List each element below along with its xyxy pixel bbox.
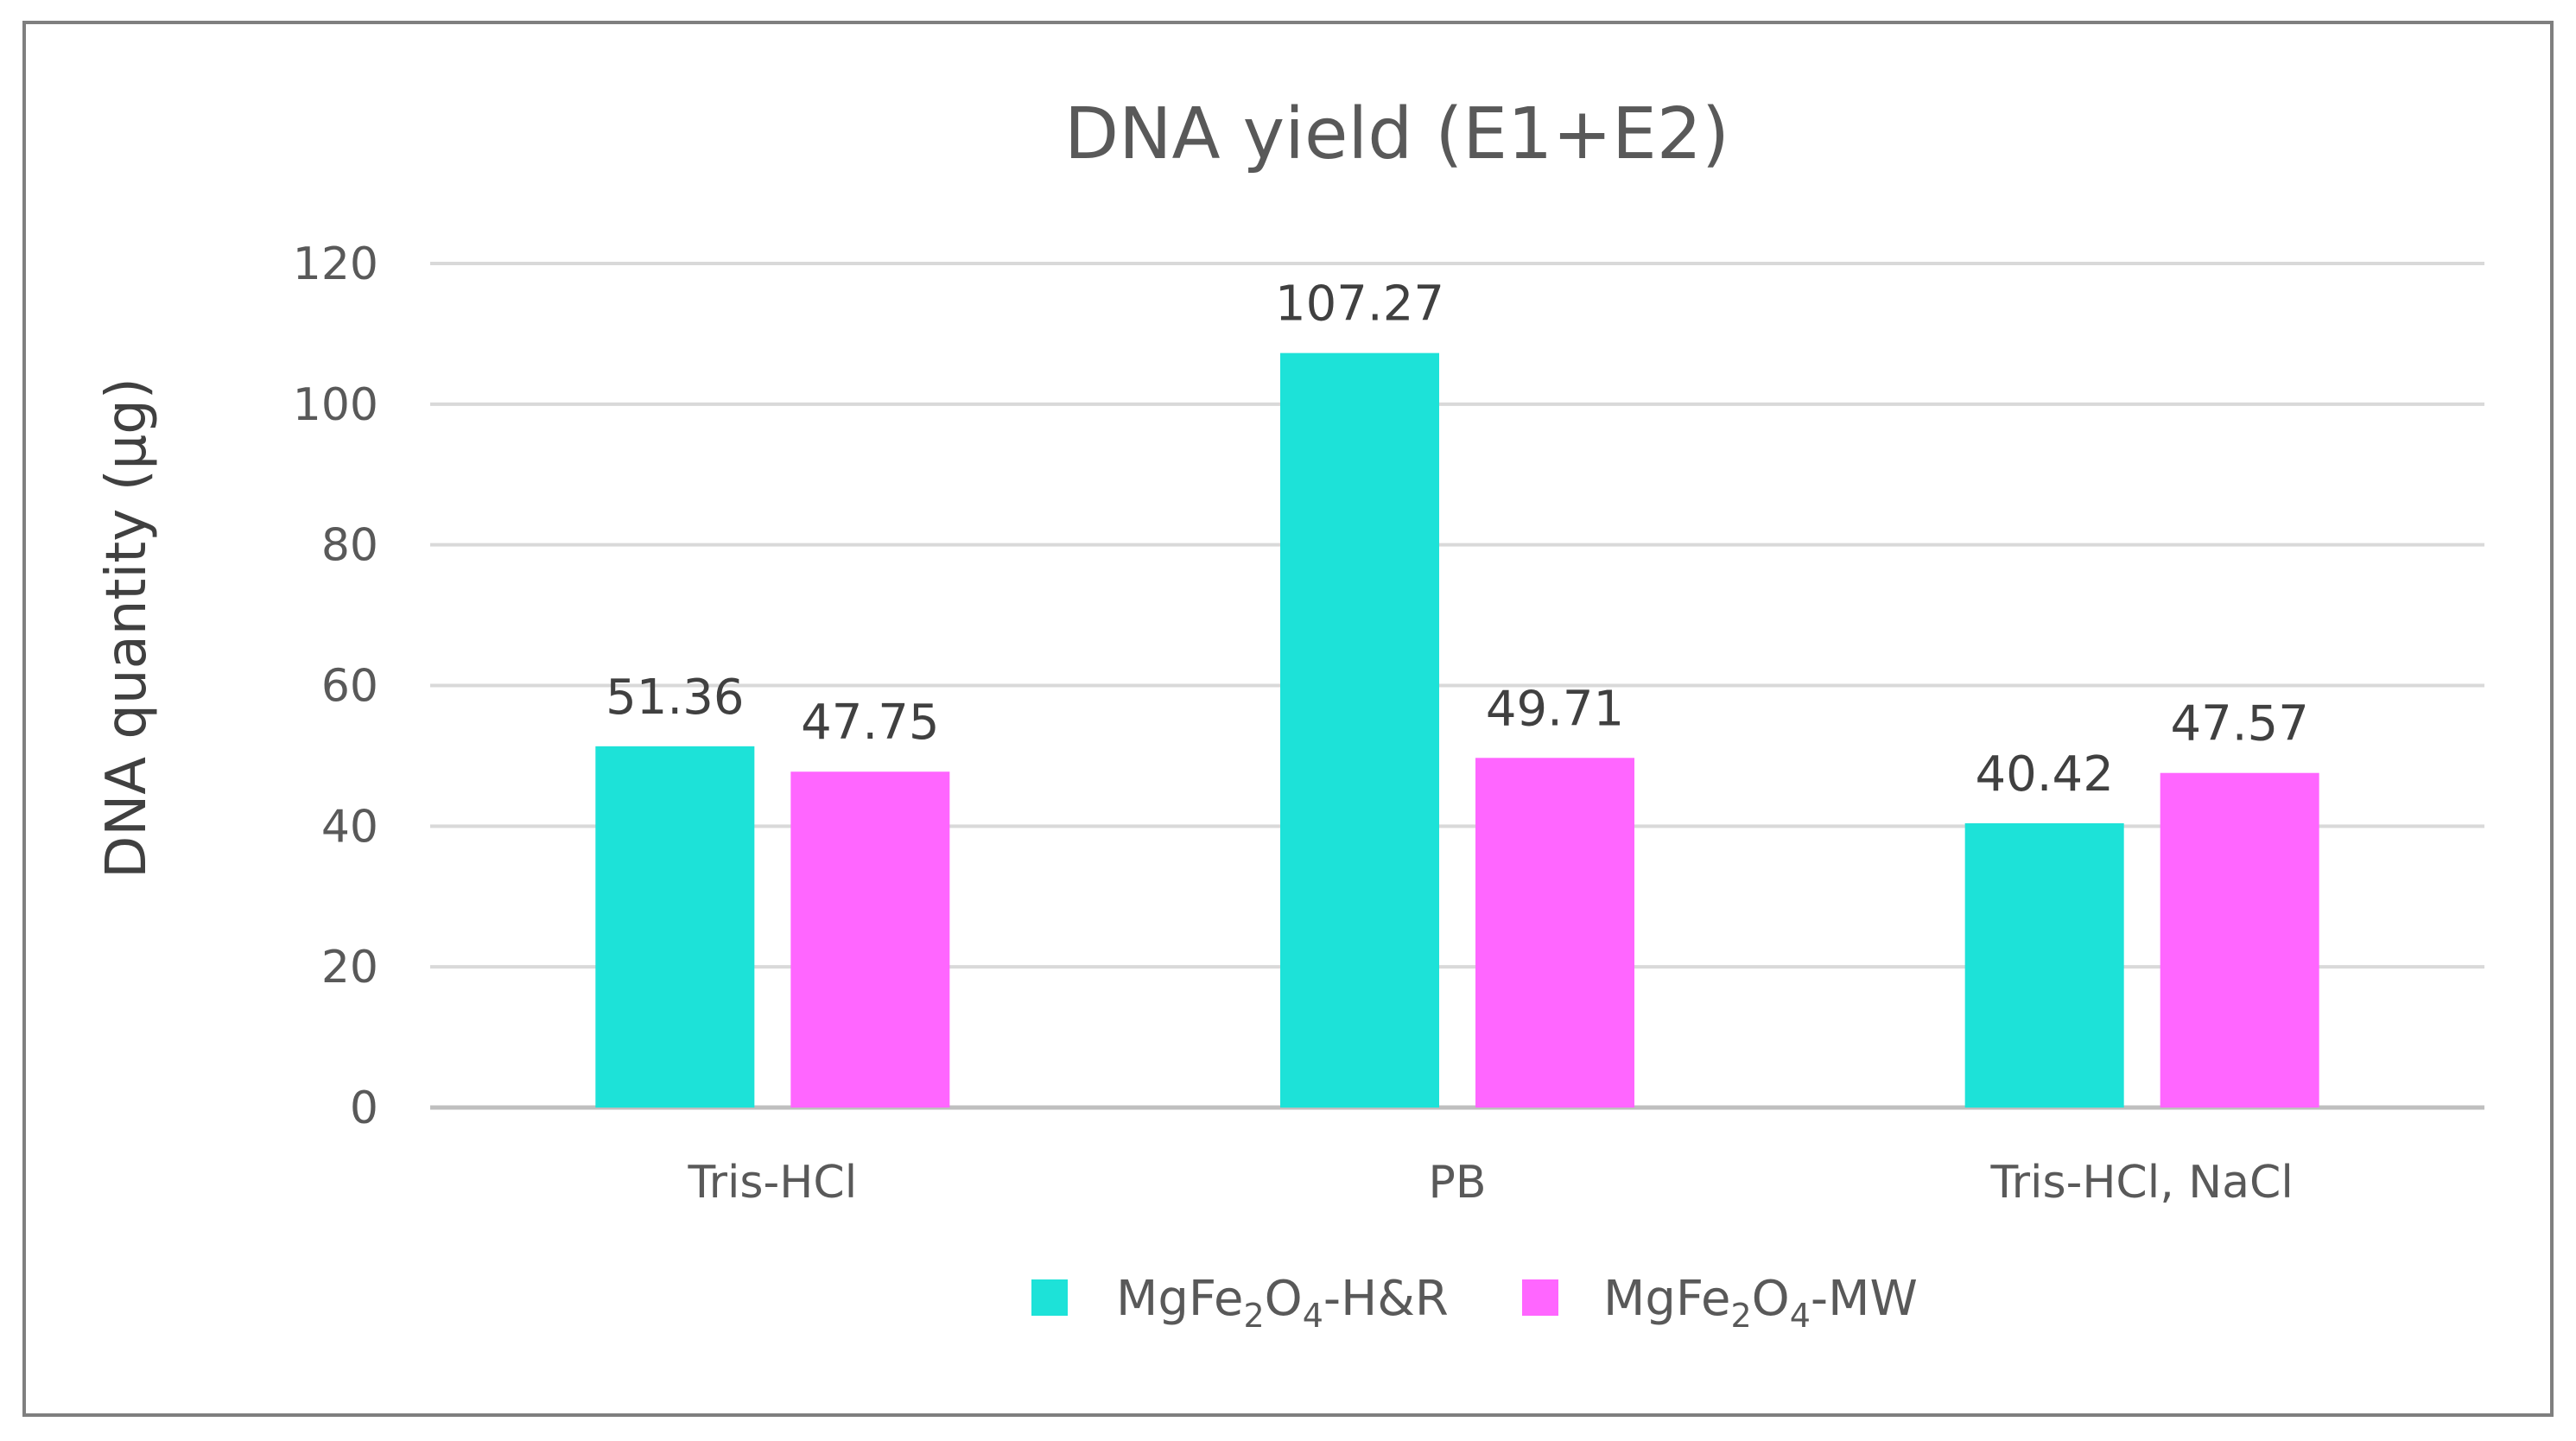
y-tick-label: 80 — [321, 520, 378, 572]
y-tick-label: 20 — [321, 942, 378, 993]
data-label: 49.71 — [1486, 681, 1624, 737]
data-label: 47.75 — [801, 695, 939, 751]
x-category-label: PB — [1428, 1157, 1486, 1209]
data-label: 47.57 — [2171, 696, 2309, 752]
bar-series-2-tris-hcl — [790, 771, 950, 1108]
chart-title: DNA yield (E1+E2) — [1064, 93, 1729, 175]
legend-swatch-series-2 — [1522, 1279, 1558, 1316]
data-label: 51.36 — [606, 670, 744, 726]
x-category-label: Tris-HCl, NaCl — [1990, 1157, 2294, 1209]
bars — [595, 352, 2319, 1108]
x-category-label: Tris-HCl — [687, 1157, 857, 1209]
legend-label-series-1: MgFe2O4-H&R — [1116, 1271, 1449, 1335]
legend-swatch-series-1 — [1031, 1279, 1068, 1316]
bar-series-1-pb — [1280, 352, 1439, 1108]
y-tick-label: 60 — [321, 661, 378, 713]
bar-series-2-pb — [1475, 758, 1634, 1108]
legend-text-a: MgFe — [1116, 1271, 1243, 1327]
legend-text-c: -H&R — [1323, 1271, 1449, 1327]
legend-text-c: -MW — [1811, 1271, 1918, 1327]
y-axis-ticks: 0 20 40 60 80 100 120 — [293, 238, 378, 1134]
data-label: 40.42 — [1976, 746, 2114, 803]
legend: MgFe2O4-H&R MgFe2O4-MW — [1031, 1271, 1918, 1335]
legend-subscript: 4 — [1790, 1297, 1811, 1335]
bar-series-1-tris-hcl-nacl — [1964, 822, 2124, 1108]
bar-series-2-tris-hcl-nacl — [2160, 772, 2319, 1108]
legend-text-b: O — [1752, 1271, 1790, 1327]
data-label: 107.27 — [1275, 276, 1444, 333]
bar-series-1-tris-hcl — [595, 746, 755, 1108]
data-labels: 51.36 47.75 107.27 49.71 40.42 47.57 — [606, 276, 2309, 803]
x-axis-categories: Tris-HCl PB Tris-HCl, NaCl — [687, 1157, 2293, 1209]
legend-subscript: 2 — [1243, 1297, 1264, 1335]
y-tick-label: 40 — [321, 801, 378, 853]
y-tick-label: 0 — [350, 1082, 378, 1134]
legend-label-series-2: MgFe2O4-MW — [1603, 1271, 1918, 1335]
y-tick-label: 120 — [293, 238, 378, 290]
legend-item-series-2: MgFe2O4-MW — [1522, 1271, 1918, 1335]
y-tick-label: 100 — [293, 379, 378, 431]
gridlines — [430, 262, 2484, 1110]
legend-text-b: O — [1265, 1271, 1303, 1327]
y-axis-label: DNA quantity (µg) — [95, 378, 159, 879]
legend-text-a: MgFe — [1603, 1271, 1730, 1327]
legend-subscript: 4 — [1303, 1297, 1323, 1335]
legend-subscript: 2 — [1730, 1297, 1751, 1335]
legend-item-series-1: MgFe2O4-H&R — [1031, 1271, 1449, 1335]
